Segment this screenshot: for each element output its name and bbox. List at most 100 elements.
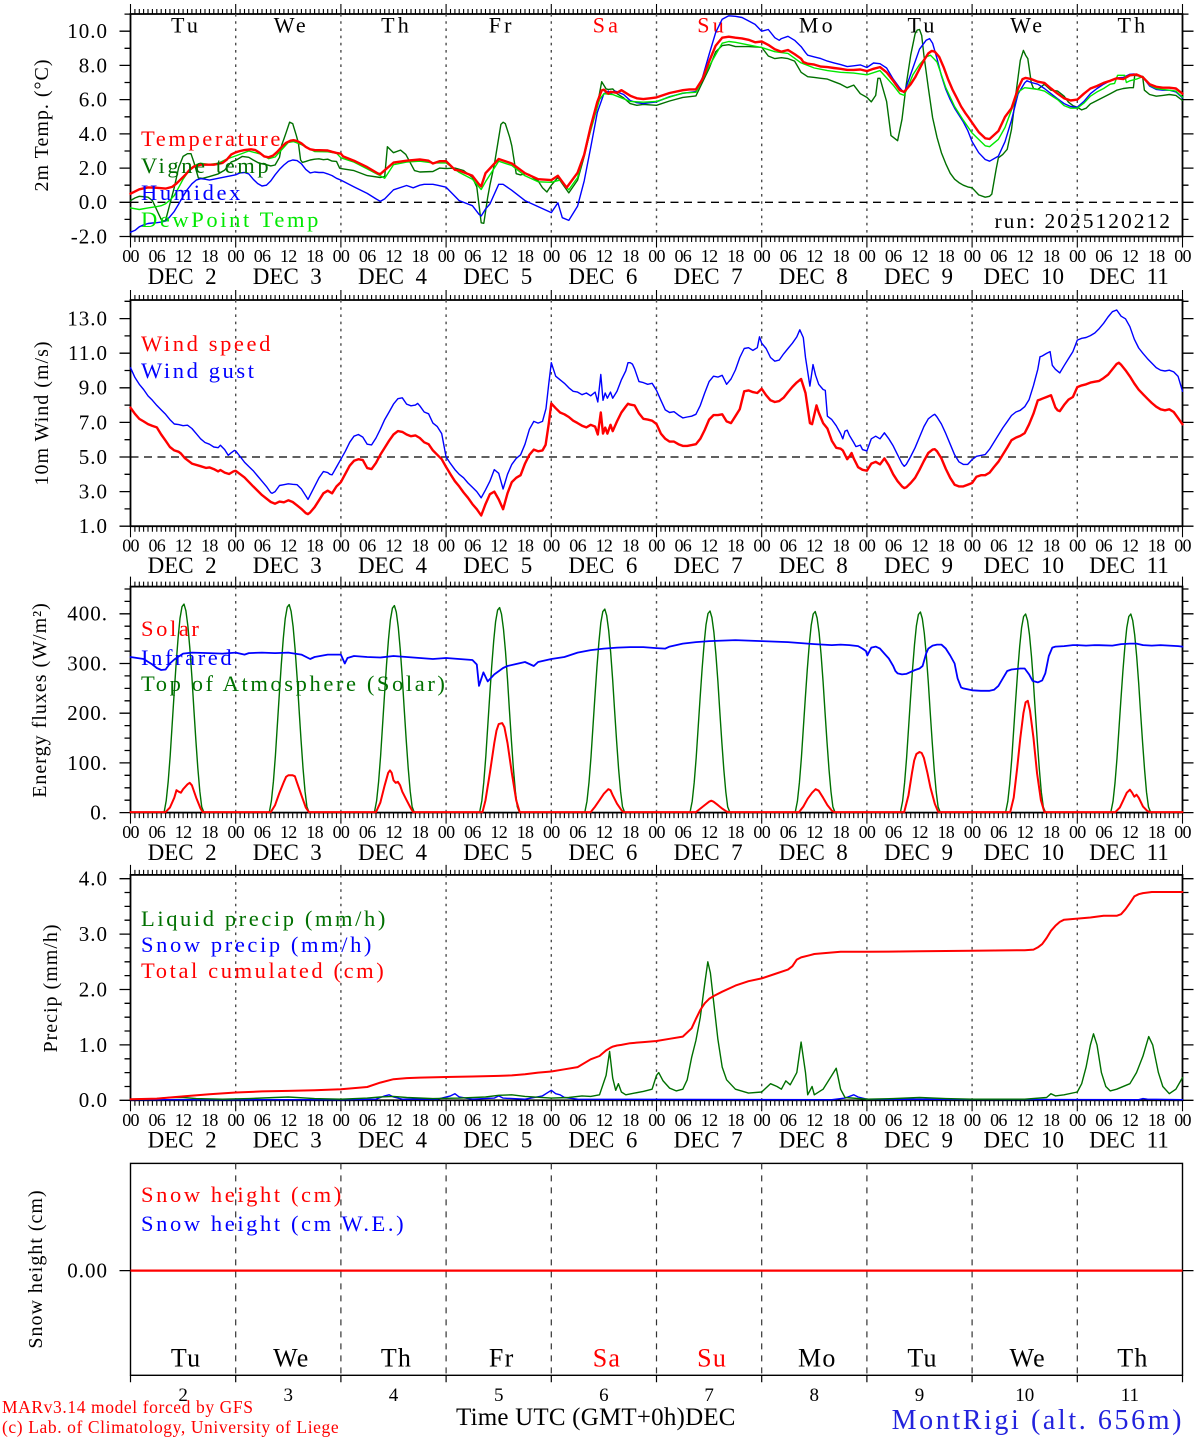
svg-text:00: 00 [122, 536, 139, 556]
svg-text:DEC 5: DEC 5 [463, 1128, 532, 1153]
svg-text:06: 06 [254, 246, 271, 266]
svg-text:00: 00 [1174, 822, 1191, 842]
svg-text:00: 00 [227, 1110, 244, 1130]
svg-text:12: 12 [175, 246, 192, 266]
svg-text:Tu: Tu [907, 1343, 937, 1372]
svg-text:12: 12 [701, 246, 718, 266]
svg-text:DEC 8: DEC 8 [779, 264, 848, 289]
svg-text:2: 2 [178, 1385, 188, 1406]
svg-text:06: 06 [674, 246, 691, 266]
svg-text:06: 06 [780, 246, 797, 266]
svg-text:We: We [274, 13, 309, 38]
svg-text:00: 00 [1069, 246, 1086, 266]
svg-text:DEC 4: DEC 4 [358, 840, 428, 865]
svg-text:06: 06 [1095, 822, 1112, 842]
svg-text:06: 06 [148, 536, 165, 556]
svg-text:DEC 8: DEC 8 [779, 553, 848, 578]
svg-text:100.: 100. [67, 751, 108, 775]
svg-text:18: 18 [622, 822, 639, 842]
svg-text:Humidex: Humidex [141, 180, 243, 205]
svg-text:DEC 5: DEC 5 [463, 264, 532, 289]
svg-text:12: 12 [280, 536, 297, 556]
svg-text:7: 7 [704, 1385, 714, 1406]
svg-text:DEC 6: DEC 6 [568, 840, 637, 865]
svg-text:5.0: 5.0 [79, 445, 108, 469]
svg-text:06: 06 [674, 536, 691, 556]
svg-text:00: 00 [543, 246, 560, 266]
svg-text:18: 18 [937, 246, 954, 266]
svg-text:Mo: Mo [798, 1343, 837, 1372]
svg-text:06: 06 [1095, 246, 1112, 266]
svg-text:00: 00 [1174, 246, 1191, 266]
svg-text:Top of Atmosphere (Solar): Top of Atmosphere (Solar) [141, 671, 448, 696]
svg-text:18: 18 [1043, 822, 1060, 842]
svg-text:00: 00 [438, 246, 455, 266]
svg-text:Time UTC (GMT+0h)DEC: Time UTC (GMT+0h)DEC [456, 1404, 736, 1431]
svg-text:18: 18 [306, 536, 323, 556]
svg-text:06: 06 [990, 246, 1007, 266]
svg-text:Th: Th [1117, 1343, 1148, 1372]
svg-text:18: 18 [1043, 246, 1060, 266]
svg-text:DEC 4: DEC 4 [358, 1128, 428, 1153]
svg-text:18: 18 [832, 536, 849, 556]
svg-text:DEC 9: DEC 9 [884, 264, 953, 289]
svg-text:06: 06 [780, 536, 797, 556]
svg-text:2m Temp. (°C): 2m Temp. (°C) [31, 58, 53, 191]
svg-text:18: 18 [1148, 822, 1165, 842]
svg-text:12: 12 [1122, 822, 1139, 842]
svg-text:00: 00 [1174, 1110, 1191, 1130]
svg-text:Infrared: Infrared [141, 645, 234, 670]
svg-text:3.0: 3.0 [79, 922, 108, 946]
svg-text:DEC 7: DEC 7 [674, 840, 743, 865]
svg-text:DEC 11: DEC 11 [1089, 264, 1169, 289]
svg-text:18: 18 [201, 1110, 218, 1130]
svg-text:DEC 3: DEC 3 [253, 553, 322, 578]
svg-text:00: 00 [1174, 536, 1191, 556]
svg-text:18: 18 [727, 246, 744, 266]
svg-text:00: 00 [122, 1110, 139, 1130]
svg-text:00: 00 [648, 822, 665, 842]
svg-text:06: 06 [254, 1110, 271, 1130]
svg-text:00: 00 [648, 1110, 665, 1130]
svg-text:12: 12 [1016, 536, 1033, 556]
svg-text:06: 06 [359, 822, 376, 842]
svg-text:06: 06 [885, 822, 902, 842]
svg-text:18: 18 [622, 536, 639, 556]
svg-text:DEC 3: DEC 3 [253, 840, 322, 865]
svg-text:12: 12 [701, 822, 718, 842]
svg-text:18: 18 [832, 822, 849, 842]
svg-text:00: 00 [1069, 822, 1086, 842]
svg-text:DEC 10: DEC 10 [983, 264, 1064, 289]
svg-text:12: 12 [1016, 246, 1033, 266]
svg-text:06: 06 [1095, 1110, 1112, 1130]
svg-text:18: 18 [1043, 536, 1060, 556]
svg-text:DEC 11: DEC 11 [1089, 1128, 1169, 1153]
svg-text:00: 00 [753, 246, 770, 266]
svg-text:18: 18 [832, 246, 849, 266]
svg-text:06: 06 [780, 1110, 797, 1130]
svg-text:DEC 9: DEC 9 [884, 553, 953, 578]
svg-text:Total cumulated (cm): Total cumulated (cm) [141, 958, 386, 983]
svg-text:DEC 11: DEC 11 [1089, 553, 1169, 578]
svg-text:18: 18 [411, 246, 428, 266]
svg-text:12: 12 [596, 1110, 613, 1130]
svg-text:DEC 7: DEC 7 [674, 264, 743, 289]
svg-text:Snow height (cm): Snow height (cm) [141, 1182, 344, 1207]
svg-text:18: 18 [622, 1110, 639, 1130]
svg-text:06: 06 [990, 536, 1007, 556]
svg-text:11.0: 11.0 [68, 341, 108, 365]
svg-text:DEC 4: DEC 4 [358, 264, 428, 289]
svg-text:00: 00 [438, 1110, 455, 1130]
svg-text:06: 06 [1095, 536, 1112, 556]
svg-text:06: 06 [359, 246, 376, 266]
svg-text:12: 12 [280, 246, 297, 266]
svg-text:18: 18 [937, 1110, 954, 1130]
svg-text:00: 00 [543, 1110, 560, 1130]
svg-text:0.0: 0.0 [79, 190, 108, 214]
svg-text:6.0: 6.0 [79, 88, 108, 112]
svg-text:18: 18 [517, 822, 534, 842]
svg-text:12: 12 [490, 536, 507, 556]
svg-text:DEC 2: DEC 2 [148, 264, 217, 289]
svg-text:Wind gust: Wind gust [141, 358, 257, 383]
svg-text:6: 6 [599, 1385, 609, 1406]
